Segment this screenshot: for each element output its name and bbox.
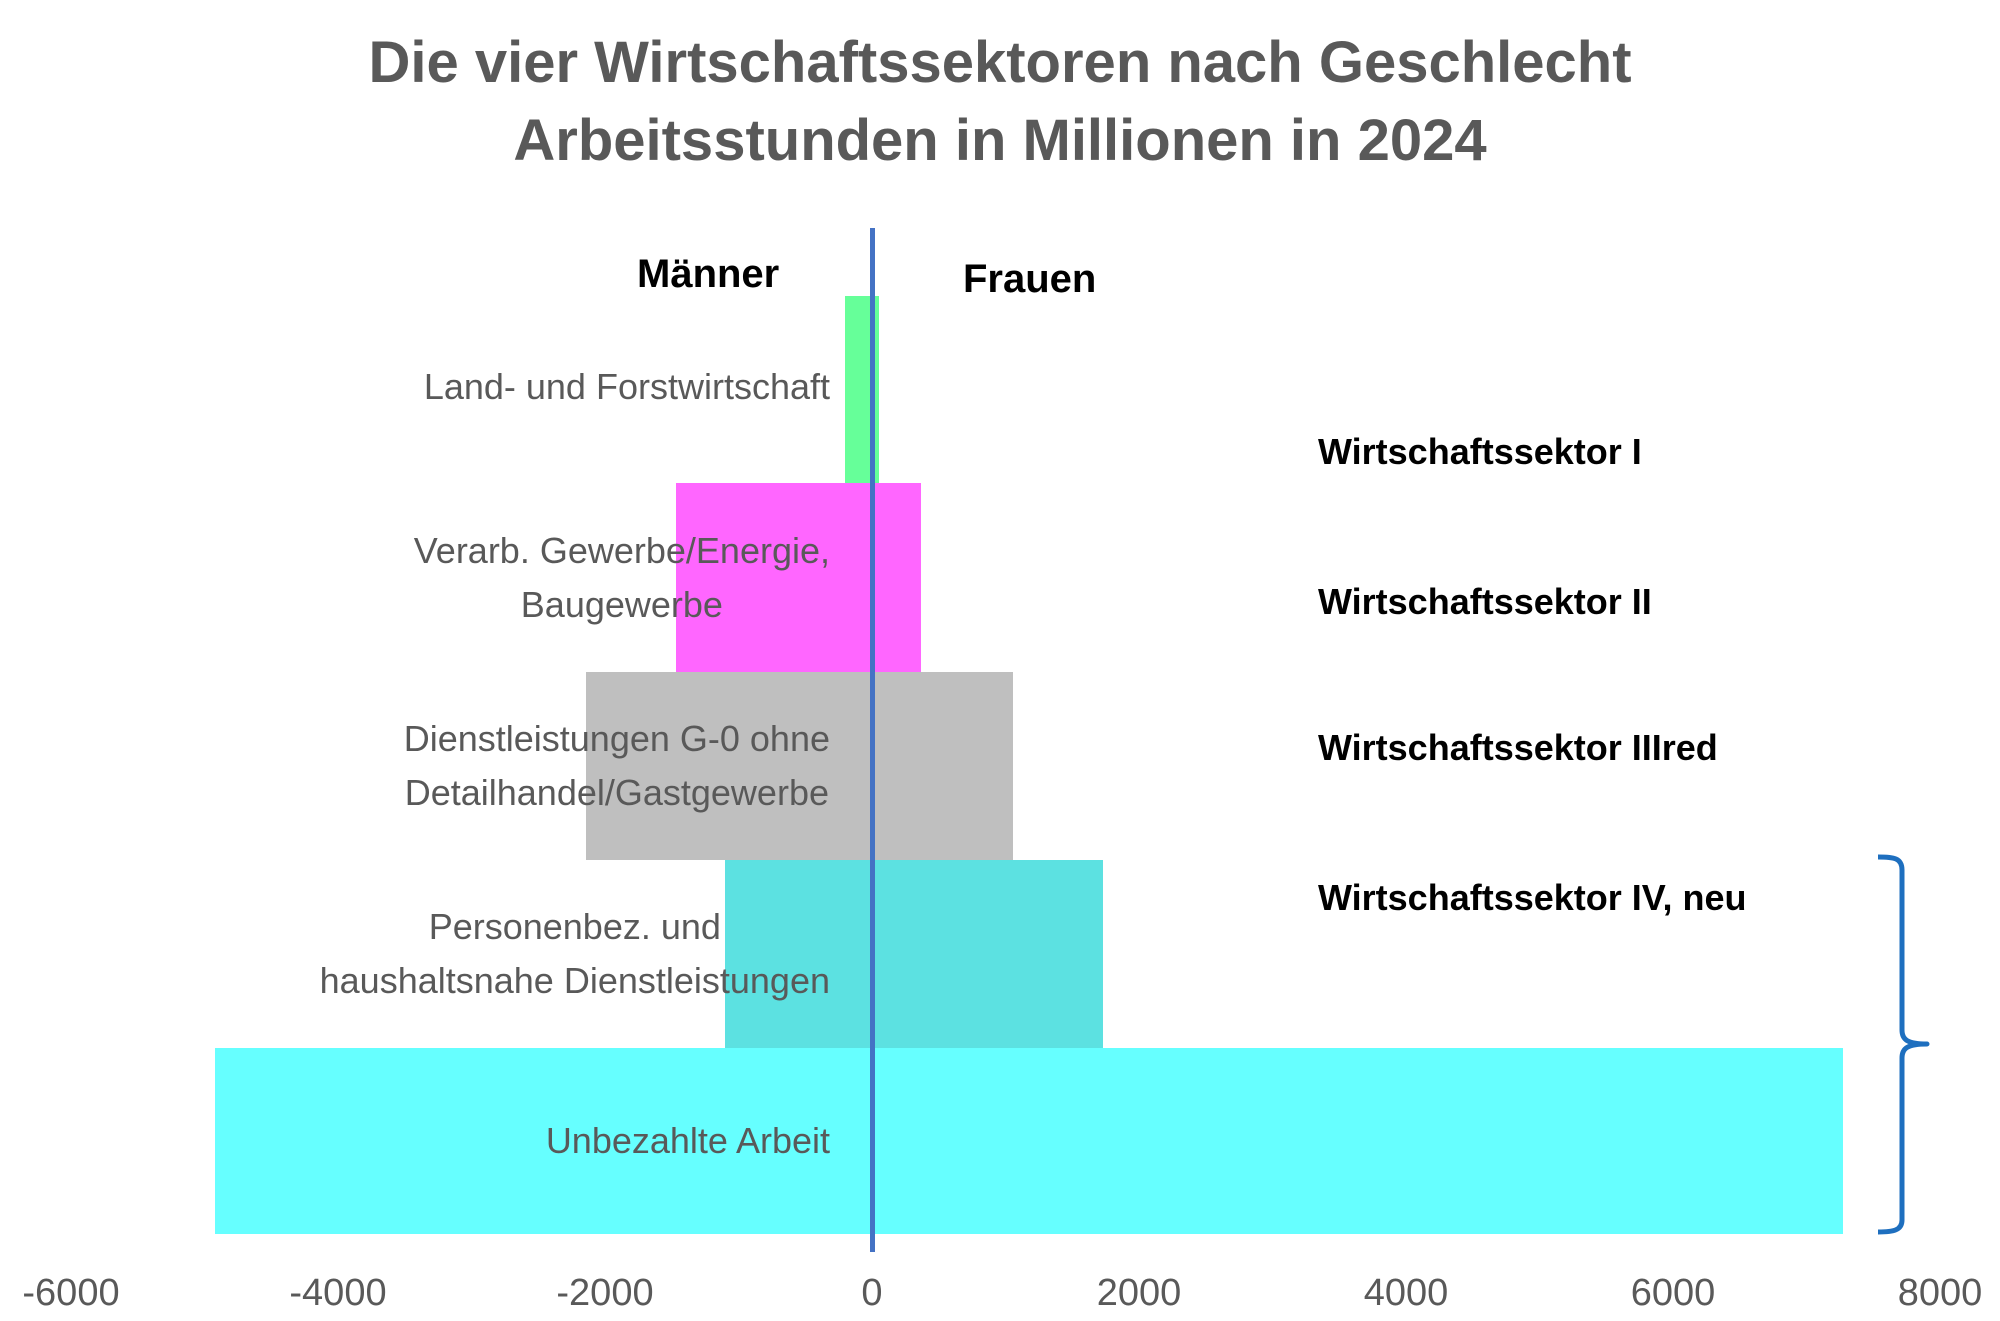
x-tick-label: -4000	[289, 1272, 387, 1314]
bar-4	[725, 860, 1103, 1048]
sector-label-1: Wirtschaftssektor I	[1318, 431, 1642, 472]
category-label-line: Land- und Forstwirtschaft	[423, 365, 830, 407]
gender-label-women: Frauen	[963, 257, 1097, 301]
center-axis-line	[870, 228, 875, 1252]
bar-3	[586, 672, 1014, 860]
x-tick-label: 0	[861, 1272, 883, 1314]
x-tick-label: -6000	[22, 1272, 120, 1314]
category-label-line: Baugewerbe	[520, 583, 723, 625]
category-label-1: Land- und Forstwirtschaft	[424, 360, 830, 414]
x-tick-label: 8000	[1897, 1272, 1983, 1314]
x-tick-label: -2000	[556, 1272, 654, 1314]
x-tick-label: 4000	[1363, 1272, 1449, 1314]
category-label-5: Unbezahlte Arbeit	[546, 1114, 830, 1168]
sector-label-2: Wirtschaftssektor II	[1318, 581, 1652, 622]
category-label-4: Personenbez. und haushaltsnahe Dienstleis…	[320, 900, 830, 1008]
category-label-line: Unbezahlte Arbeit	[545, 1120, 830, 1161]
bar-2	[675, 483, 922, 672]
category-label-3: Dienstleistungen G-0 ohne Detailhandel/Ga…	[404, 712, 830, 820]
x-tick-label: 6000	[1630, 1272, 1716, 1314]
category-label-line: Dienstleistungen G-0 ohne	[403, 718, 830, 759]
bar-5	[215, 1048, 1843, 1234]
x-tick-label: 2000	[1096, 1272, 1182, 1314]
sector-label-3: Wirtschaftssektor IIIred	[1318, 727, 1718, 768]
curly-brace-icon	[1877, 854, 1930, 1235]
category-label-line: Verarb. Gewerbe/Energie,	[413, 529, 830, 571]
category-label-2: Verarb. Gewerbe/Energie, Baugewerbe	[414, 524, 830, 632]
category-label-line: haushaltsnahe Dienstleistungen	[319, 960, 830, 1001]
chart-title-line-1: Die vier Wirtschaftssektoren nach Geschl…	[368, 30, 1632, 95]
category-label-line: Personenbez. und	[428, 906, 721, 947]
chart-title-line-2: Arbeitsstunden in Millionen in 2024	[513, 108, 1487, 173]
category-label-line: Detailhandel/Gastgewerbe	[404, 772, 829, 813]
sector-label-4: Wirtschaftssektor IV, neu	[1318, 877, 1747, 918]
gender-label-men: Männer	[637, 252, 780, 296]
